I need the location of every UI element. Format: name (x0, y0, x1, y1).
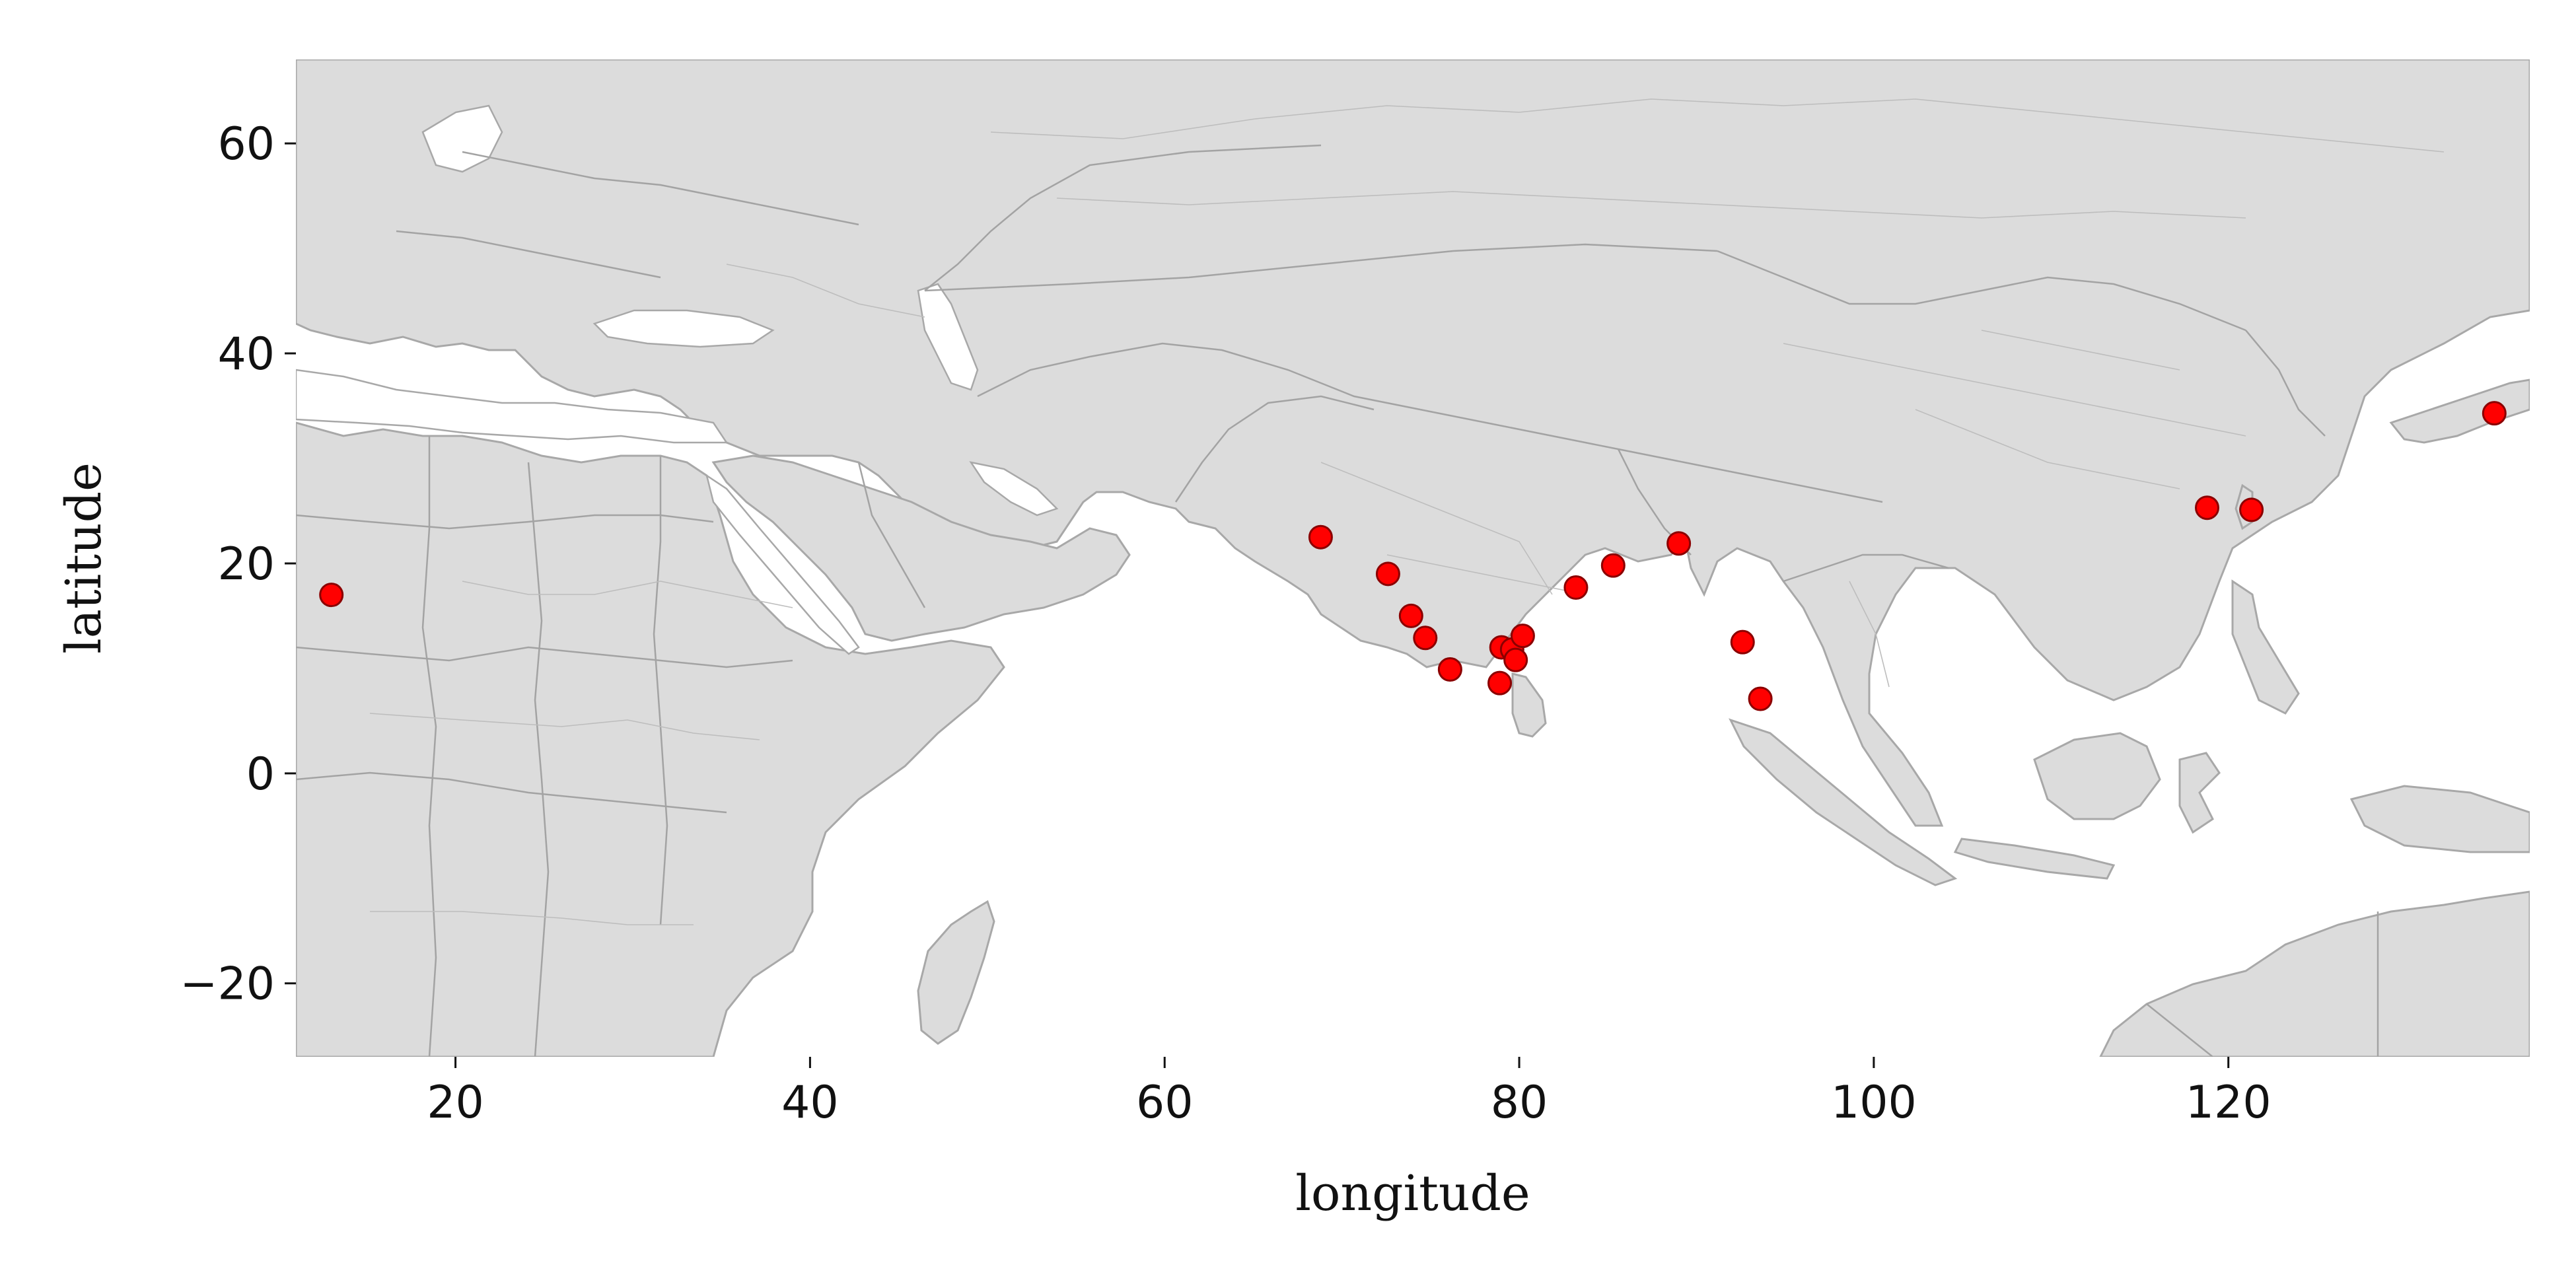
location-point (1510, 624, 1535, 649)
location-point (2194, 495, 2219, 520)
location-point (2239, 497, 2264, 522)
philippines-landmass (2231, 579, 2300, 715)
mediterranean-sea (296, 369, 729, 444)
province-borders (369, 98, 2445, 925)
caspian-sea (917, 283, 979, 391)
sri-lanka-landmass (1511, 672, 1547, 738)
x-tick-label: 80 (1491, 1077, 1548, 1129)
new-guinea-landmass (2349, 785, 2530, 853)
y-tick-label: 20 (217, 538, 275, 590)
australia-landmass (2099, 890, 2530, 1057)
location-point (1413, 626, 1438, 651)
y-axis-title: latitude (55, 462, 112, 654)
location-point (1437, 657, 1462, 682)
location-point (1600, 553, 1626, 578)
location-point (1398, 603, 1423, 628)
location-point (1375, 561, 1400, 587)
y-tick-label: 40 (217, 328, 275, 380)
location-point (2482, 401, 2507, 426)
x-tick-label: 100 (1831, 1077, 1917, 1129)
x-axis-title: longitude (1295, 1165, 1530, 1222)
borneo-landmass (2033, 732, 2161, 820)
sumatra-landmass (1729, 718, 1958, 886)
location-point (1563, 575, 1589, 600)
arabia-landmass (711, 454, 1131, 642)
x-tick-label: 60 (1136, 1077, 1194, 1129)
x-tick-label: 20 (427, 1077, 484, 1129)
data-points-layer (319, 401, 2507, 711)
location-point (1748, 686, 1773, 711)
y-tick-label: −20 (180, 958, 275, 1011)
japan-landmass (2389, 378, 2530, 444)
location-point (1503, 647, 1528, 672)
persian-gulf (969, 461, 1059, 517)
java-landmass (1953, 838, 2116, 880)
y-tick-label: 60 (217, 118, 275, 170)
madagascar-landmass (917, 900, 995, 1045)
country-borders (296, 144, 2379, 1057)
y-axis: −20 0 20 40 60 (180, 118, 296, 1011)
sulawesi-landmass (2178, 752, 2221, 834)
location-point (1730, 629, 1755, 655)
location-point (1666, 531, 1692, 556)
x-tick-label: 40 (781, 1077, 839, 1129)
y-tick-label: 0 (246, 748, 275, 801)
africa-landmass (296, 421, 1005, 1057)
red-sea (705, 474, 860, 655)
x-axis: 20 40 60 80 100 120 (427, 1057, 2272, 1129)
x-tick-label: 120 (2186, 1077, 2272, 1129)
location-point (1487, 670, 1513, 696)
black-sea (592, 309, 775, 348)
location-point (319, 583, 344, 608)
basemap-layer (296, 59, 2530, 1057)
location-point (1308, 524, 1333, 550)
